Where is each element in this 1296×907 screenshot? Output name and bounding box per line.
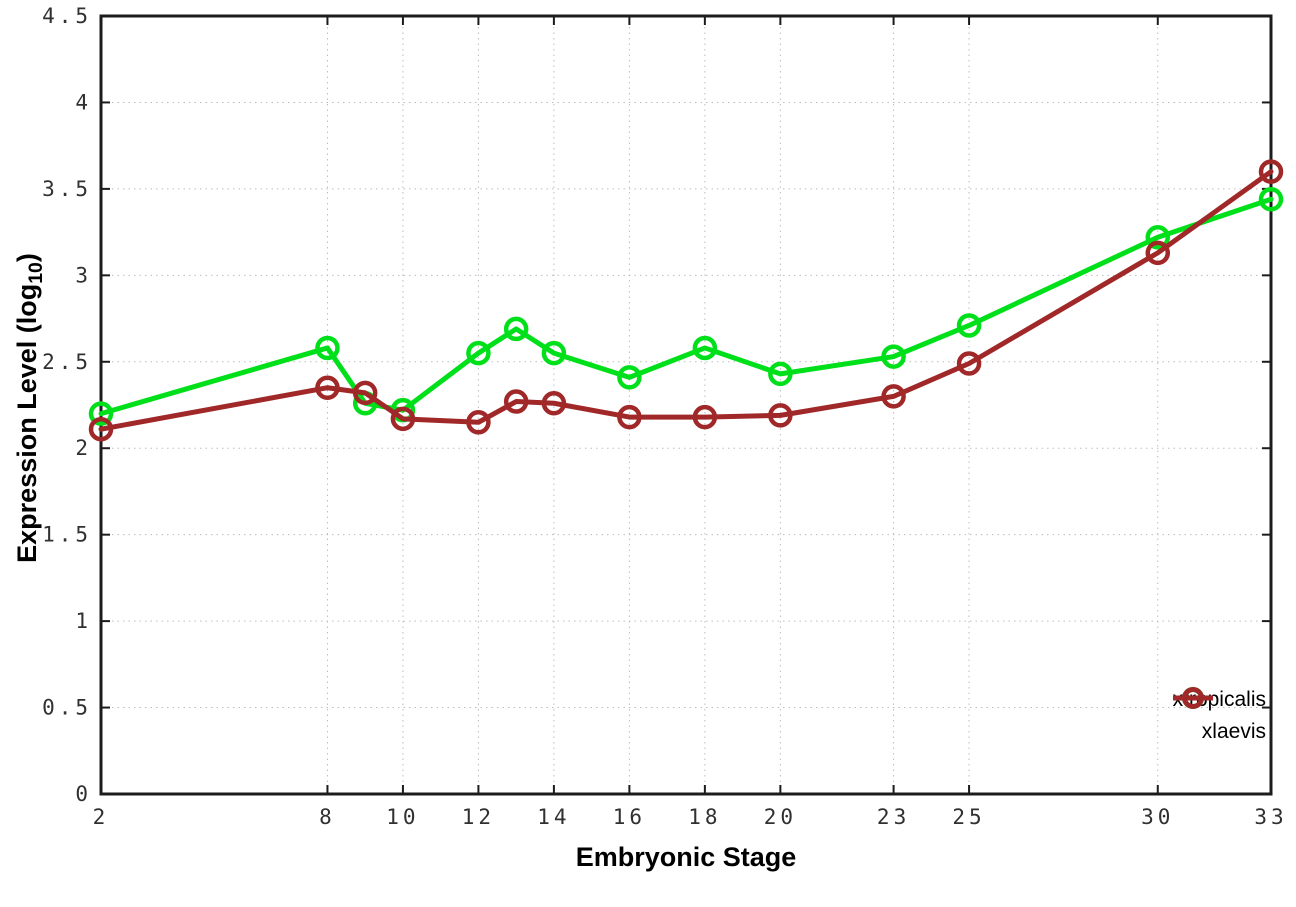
data-point-xlaevis-8 [315, 375, 340, 400]
x-tick-label: 25 [952, 805, 985, 829]
x-tick-label: 10 [386, 805, 419, 829]
legend-label-xlaevis: xlaevis [1201, 720, 1266, 743]
data-point-xtropicalis-2 [88, 401, 114, 426]
tick-label-layer: 2 8 10 12 14 16 18 20 23 25 30 33 0 0.5 1 1.5 2 2.5 3 3.5 4 4… [42, 4, 1287, 829]
data-point-xtropicalis-20 [768, 361, 793, 387]
y-axis-title-close: ) [11, 253, 42, 263]
x-tick-label: 16 [613, 805, 646, 829]
data-point-xtropicalis-12 [466, 340, 491, 366]
data-point-xtropicalis-25 [956, 313, 982, 338]
x-tick-label: 2 [93, 805, 110, 829]
data-point-xtropicalis-30 [1145, 225, 1171, 250]
x-tick-label: 8 [319, 805, 336, 829]
data-point-xlaevis-33 [1258, 159, 1284, 184]
x-tick-label: 20 [764, 805, 797, 829]
data-point-xlaevis-18 [692, 404, 718, 430]
data-point-xlaevis-20 [768, 403, 793, 428]
data-point-xlaevis-10 [390, 406, 416, 432]
data-point-xlaevis-14 [541, 391, 567, 416]
y-tick-label: 2 [75, 436, 92, 460]
data-point-xlaevis-30 [1145, 240, 1171, 266]
legend-item-xlaevis: xlaevis [1172, 687, 1266, 748]
y-axis-title-text: Expression Level (log [11, 283, 42, 563]
y-tick-label: 2.5 [42, 350, 92, 374]
x-tick-label: 14 [537, 805, 570, 829]
grid-layer [100, 15, 1272, 795]
y-tick-label: 3.5 [42, 177, 92, 201]
x-tick-label: 18 [688, 805, 721, 829]
y-axis-title: Expression Level (log10) [12, 253, 48, 563]
x-axis-title: Embryonic Stage [575, 842, 797, 872]
data-point-xtropicalis-18 [692, 335, 718, 361]
data-point-xlaevis-13 [503, 389, 529, 414]
data-point-xtropicalis-13 [503, 316, 529, 342]
data-point-xtropicalis-33 [1258, 187, 1284, 212]
x-tick-label: 12 [462, 805, 495, 829]
x-tick-label: 33 [1254, 805, 1287, 829]
data-point-xlaevis-16 [617, 404, 642, 430]
data-point-xlaevis-23 [881, 384, 906, 409]
plot-border [99, 14, 1273, 796]
tick-layer [100, 15, 1272, 795]
series-xlaevis [88, 159, 1284, 442]
data-point-xlaevis-9 [352, 380, 378, 406]
data-point-xlaevis-2 [88, 416, 114, 442]
legend: xtropicalis xlaevis [1172, 684, 1266, 748]
y-tick-label: 4 [75, 90, 92, 114]
series-xtropicalis [88, 187, 1284, 426]
y-tick-label: 4.5 [42, 4, 92, 28]
x-tick-label: 23 [877, 805, 910, 829]
data-point-xtropicalis-23 [881, 344, 906, 369]
data-point-xlaevis-25 [956, 351, 982, 376]
series-line-xlaevis [98, 169, 1274, 432]
y-tick-label: 1 [75, 609, 92, 633]
data-point-xtropicalis-16 [617, 365, 642, 390]
data-point-xtropicalis-14 [541, 340, 567, 366]
y-tick-label: 0.5 [42, 696, 92, 720]
y-axis-title-subscript: 10 [25, 262, 48, 284]
data-point-xtropicalis-8 [315, 335, 340, 361]
y-tick-label: 3 [75, 263, 92, 287]
x-tick-label: 30 [1141, 805, 1174, 829]
y-tick-label: 1.5 [42, 523, 92, 547]
series-line-xtropicalis [98, 196, 1274, 417]
legend-marker-xlaevis [1172, 687, 1213, 709]
data-point-xlaevis-12 [466, 410, 491, 435]
y-tick-label: 0 [75, 782, 92, 806]
